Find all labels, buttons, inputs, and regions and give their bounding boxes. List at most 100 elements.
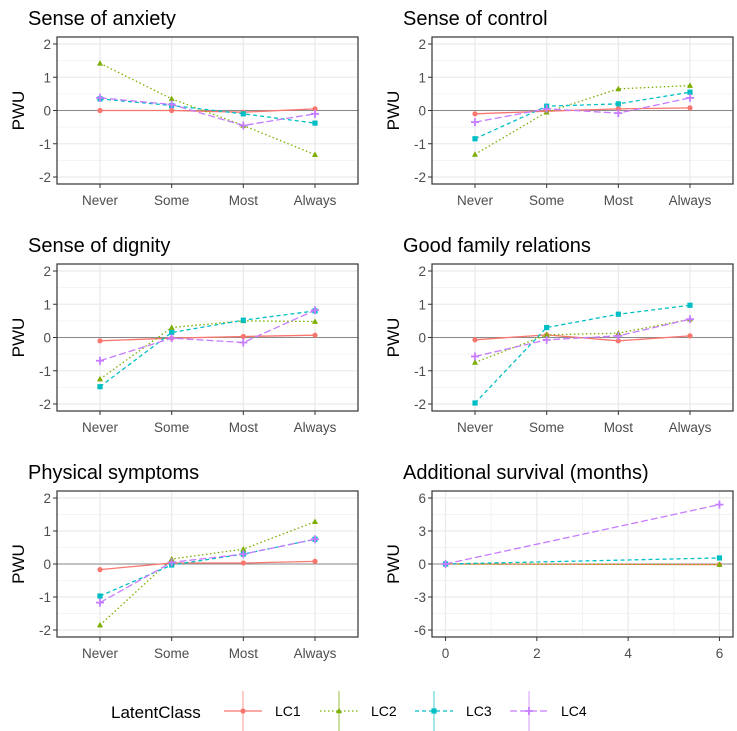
- x-tick-label: Never: [82, 646, 119, 661]
- y-tick-label: -1: [39, 137, 51, 152]
- series-line-lc4: [445, 503, 720, 565]
- y-tick-label: 0: [418, 331, 426, 346]
- y-tick-label: 0: [418, 104, 426, 119]
- data-point-lc3: [615, 311, 621, 317]
- legend-marker-square: [431, 708, 437, 714]
- series-line-lc2: [474, 318, 691, 364]
- data-point-lc4: [471, 118, 479, 127]
- data-point-lc4: [471, 352, 479, 361]
- series-line-lc1: [474, 107, 691, 115]
- data-point-lc3: [472, 400, 478, 406]
- data-point-lc3: [615, 101, 621, 107]
- y-tick-label: -2: [39, 170, 51, 185]
- data-point-lc2: [97, 60, 103, 66]
- series-line-lc3: [99, 538, 316, 597]
- data-point-lc1: [312, 332, 318, 338]
- data-point-lc2: [472, 359, 478, 365]
- x-tick-label: Never: [82, 420, 119, 435]
- series-line-lc1: [99, 334, 316, 342]
- series-line-lc1: [474, 334, 691, 342]
- y-tick-label: -2: [414, 170, 426, 185]
- data-point-lc1: [240, 333, 246, 340]
- data-point-lc4: [715, 500, 724, 509]
- data-point-lc2: [312, 318, 318, 324]
- data-point-lc1: [312, 106, 318, 112]
- data-point-lc3: [687, 302, 693, 308]
- legend-marker-circle: [240, 708, 246, 714]
- y-tick-label: 2: [43, 37, 51, 52]
- data-point-lc4: [441, 560, 450, 568]
- y-tick-label: 0: [43, 104, 51, 119]
- y-tick-label: -2: [39, 397, 51, 412]
- series-lc4: [96, 306, 319, 365]
- series-lc1: [97, 558, 318, 573]
- series-line-lc4: [99, 538, 316, 604]
- data-point-lc4: [542, 104, 551, 113]
- panel-2: -2 -1 0 1 2 Never Some Most Always PWU Sense of co…: [384, 8, 734, 208]
- data-point-lc4: [686, 93, 694, 102]
- data-point-lc4: [96, 93, 104, 102]
- series-line-lc4: [474, 97, 691, 123]
- series-line-lc3: [99, 310, 316, 388]
- panel-6: -6 -3 0 3 6 0 2 4 6 PWU Additional survival (month…: [384, 462, 734, 661]
- data-point-lc3: [240, 111, 246, 117]
- series-lc3: [472, 302, 693, 406]
- x-tick-label: Some: [529, 420, 564, 435]
- y-tick-label: 2: [418, 264, 426, 279]
- x-tick-label: Most: [229, 193, 259, 208]
- data-point-lc3: [472, 136, 478, 142]
- series-line-lc2: [99, 320, 316, 380]
- x-tick-label: Never: [457, 193, 494, 208]
- legend-item-lc1: LC1: [224, 691, 301, 731]
- x-tick-label: Most: [604, 420, 634, 435]
- panel-title: Sense of anxiety: [28, 8, 176, 30]
- data-point-lc4: [239, 338, 248, 347]
- data-point-lc3: [169, 329, 175, 336]
- series-lc4: [96, 535, 319, 607]
- series-line-lc2: [474, 84, 691, 155]
- data-point-lc4: [614, 331, 623, 340]
- legend-label: LC2: [371, 703, 397, 719]
- data-point-lc4: [167, 100, 176, 109]
- data-point-lc4: [96, 598, 104, 607]
- data-point-lc4: [167, 558, 176, 567]
- legend-label: LC3: [466, 703, 492, 719]
- data-point-lc4: [311, 109, 319, 118]
- series-lc4: [471, 93, 694, 127]
- series-line-lc3: [99, 98, 316, 124]
- data-point-lc4: [311, 535, 319, 544]
- data-point-lc4: [239, 121, 248, 130]
- panel-title: Sense of control: [403, 8, 548, 30]
- y-tick-label: -6: [414, 623, 426, 638]
- data-point-lc1: [169, 107, 175, 114]
- x-tick-label: Some: [529, 193, 564, 208]
- series-line-lc3: [474, 304, 691, 404]
- legend-item-lc2: LC2: [320, 691, 397, 731]
- y-tick-label: 1: [43, 524, 51, 539]
- data-point-lc4: [542, 335, 551, 344]
- y-tick-label: 2: [418, 37, 426, 52]
- x-tick-label: Some: [154, 646, 189, 661]
- y-tick-label: -1: [414, 364, 426, 379]
- y-axis-label: PWU: [9, 544, 28, 584]
- data-point-lc4: [167, 334, 176, 343]
- data-point-lc2: [168, 324, 175, 330]
- data-point-lc4: [614, 109, 623, 118]
- legend-marker-plus: [525, 707, 533, 715]
- data-point-lc2: [615, 85, 622, 92]
- x-tick-label: Most: [229, 420, 259, 435]
- data-point-lc3: [687, 89, 693, 95]
- series-lc2: [472, 82, 693, 157]
- data-point-lc1: [240, 560, 246, 566]
- y-axis-label: PWU: [384, 318, 403, 358]
- series-line-lc2: [99, 62, 316, 156]
- panel-4: -2 -1 0 1 2 Never Some Most Always PWU Good family…: [384, 235, 734, 435]
- data-point-lc2: [312, 518, 318, 525]
- data-point-lc1: [312, 558, 318, 564]
- data-point-lc2: [97, 375, 103, 382]
- panel-title: Sense of dignity: [28, 235, 170, 257]
- y-tick-label: -2: [39, 623, 51, 638]
- y-tick-label: 0: [43, 557, 51, 572]
- x-tick-label: 6: [716, 646, 724, 661]
- legend-label: LC4: [561, 703, 587, 719]
